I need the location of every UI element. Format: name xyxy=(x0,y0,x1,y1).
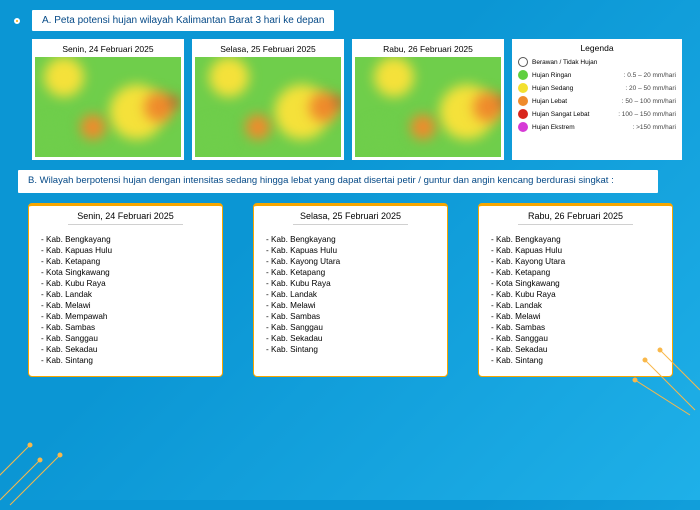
column-date: Selasa, 25 Februari 2025 xyxy=(254,206,447,228)
region-item: - Kab. Ketapang xyxy=(491,267,660,278)
legend-row: Hujan Ekstrem : >150 mm/hari xyxy=(518,122,676,132)
region-item: - Kab. Sekadau xyxy=(41,344,210,355)
legend-label: Hujan Sangat Lebat xyxy=(532,111,614,118)
map-canvas xyxy=(35,57,181,157)
region-item: - Kab. Kubu Raya xyxy=(41,278,210,289)
region-list: - Kab. Bengkayang- Kab. Kapuas Hulu- Kab… xyxy=(479,228,672,376)
region-item: - Kab. Sambas xyxy=(266,311,435,322)
region-item: - Kab. Melawi xyxy=(266,300,435,311)
region-column: Rabu, 26 Februari 2025- Kab. Bengkayang-… xyxy=(478,203,673,377)
region-item: - Kab. Sanggau xyxy=(41,333,210,344)
legend-title: Legenda xyxy=(518,43,676,53)
region-item: - Kab. Kubu Raya xyxy=(266,278,435,289)
region-item: - Kota Singkawang xyxy=(41,267,210,278)
region-item: - Kab. Kapuas Hulu xyxy=(41,245,210,256)
region-item: - Kab. Sambas xyxy=(491,322,660,333)
region-item: - Kab. Melawi xyxy=(491,311,660,322)
region-item: - Kab. Sambas xyxy=(41,322,210,333)
legend-range: : 100 – 150 mm/hari xyxy=(618,111,676,118)
legend-row: Hujan Lebat : 50 – 100 mm/hari xyxy=(518,96,676,106)
region-item: - Kab. Sekadau xyxy=(266,333,435,344)
section-b: B. Wilayah berpotensi hujan dengan inten… xyxy=(18,170,682,377)
region-item: - Kab. Sanggau xyxy=(491,333,660,344)
region-item: - Kab. Kapuas Hulu xyxy=(266,245,435,256)
region-item: - Kab. Kubu Raya xyxy=(491,289,660,300)
legend-swatch xyxy=(518,122,528,132)
legend-range: : 20 – 50 mm/hari xyxy=(625,85,676,92)
legend-label: Hujan Lebat xyxy=(532,98,618,105)
map-canvas xyxy=(195,57,341,157)
region-item: - Kab. Sekadau xyxy=(491,344,660,355)
region-item: - Kab. Melawi xyxy=(41,300,210,311)
legend-range: : >150 mm/hari xyxy=(632,124,676,131)
legend-swatch xyxy=(518,83,528,93)
legend-label: Hujan Sedang xyxy=(532,85,621,92)
legend-swatch xyxy=(518,70,528,80)
region-item: - Kab. Bengkayang xyxy=(491,234,660,245)
column-date: Rabu, 26 Februari 2025 xyxy=(479,206,672,228)
legend-range: : 0.5 – 20 mm/hari xyxy=(624,72,676,79)
map-canvas xyxy=(355,57,501,157)
region-item: - Kab. Sintang xyxy=(266,344,435,355)
map-card-1: Selasa, 25 Februari 2025 xyxy=(192,39,344,160)
region-item: - Kab. Sanggau xyxy=(266,322,435,333)
map-card-0: Senin, 24 Februari 2025 xyxy=(32,39,184,160)
legend-row: Hujan Sedang : 20 – 50 mm/hari xyxy=(518,83,676,93)
region-item: - Kab. Bengkayang xyxy=(266,234,435,245)
map-date: Senin, 24 Februari 2025 xyxy=(35,42,181,57)
legend-row: Hujan Ringan : 0.5 – 20 mm/hari xyxy=(518,70,676,80)
section-a-title: A. Peta potensi hujan wilayah Kalimantan… xyxy=(32,10,334,31)
section-b-title: B. Wilayah berpotensi hujan dengan inten… xyxy=(18,170,658,193)
region-item: - Kab. Ketapang xyxy=(41,256,210,267)
region-item: - Kab. Landak xyxy=(41,289,210,300)
deco-circuit-bl xyxy=(0,420,110,510)
column-date: Senin, 24 Februari 2025 xyxy=(29,206,222,228)
region-item: - Kab. Mempawah xyxy=(41,311,210,322)
legend-swatch xyxy=(518,96,528,106)
section-a: A. Peta potensi hujan wilayah Kalimantan… xyxy=(32,10,682,160)
maps-row: Senin, 24 Februari 2025 Selasa, 25 Febru… xyxy=(32,39,682,160)
region-item: - Kab. Bengkayang xyxy=(41,234,210,245)
region-item: - Kab. Landak xyxy=(491,300,660,311)
legend-label: Berawan / Tidak Hujan xyxy=(532,59,672,66)
legend-range: : 50 – 100 mm/hari xyxy=(622,98,676,105)
bullet-icon xyxy=(14,18,20,24)
region-item: - Kab. Sintang xyxy=(41,355,210,366)
region-item: - Kab. Kayong Utara xyxy=(266,256,435,267)
map-date: Selasa, 25 Februari 2025 xyxy=(195,42,341,57)
region-item: - Kota Singkawang xyxy=(491,278,660,289)
legend-label: Hujan Ekstrem xyxy=(532,124,628,131)
region-item: - Kab. Kayong Utara xyxy=(491,256,660,267)
legend-row: Hujan Sangat Lebat : 100 – 150 mm/hari xyxy=(518,109,676,119)
region-item: - Kab. Ketapang xyxy=(266,267,435,278)
legend-swatch xyxy=(518,109,528,119)
legend-label: Hujan Ringan xyxy=(532,72,620,79)
legend-items: Berawan / Tidak Hujan Hujan Ringan : 0.5 –… xyxy=(518,57,676,132)
map-date: Rabu, 26 Februari 2025 xyxy=(355,42,501,57)
columns-row: Senin, 24 Februari 2025- Kab. Bengkayang… xyxy=(28,203,682,377)
region-item: - Kab. Kapuas Hulu xyxy=(491,245,660,256)
region-item: - Kab. Landak xyxy=(266,289,435,300)
region-column: Senin, 24 Februari 2025- Kab. Bengkayang… xyxy=(28,203,223,377)
map-card-2: Rabu, 26 Februari 2025 xyxy=(352,39,504,160)
region-list: - Kab. Bengkayang- Kab. Kapuas Hulu- Kab… xyxy=(254,228,447,365)
legend-swatch xyxy=(518,57,528,67)
region-list: - Kab. Bengkayang- Kab. Kapuas Hulu- Kab… xyxy=(29,228,222,376)
region-column: Selasa, 25 Februari 2025- Kab. Bengkayan… xyxy=(253,203,448,377)
region-item: - Kab. Sintang xyxy=(491,355,660,366)
legend-row: Berawan / Tidak Hujan xyxy=(518,57,676,67)
legend-card: Legenda Berawan / Tidak Hujan Hujan Ringa… xyxy=(512,39,682,160)
